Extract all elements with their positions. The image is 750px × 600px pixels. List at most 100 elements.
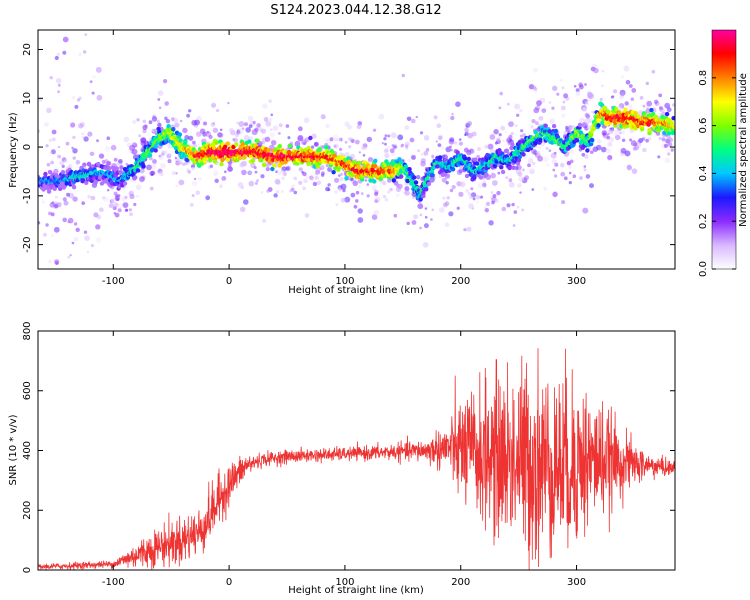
spectrogram-cell: [112, 206, 117, 211]
spectrogram-cell: [667, 152, 671, 156]
spectrogram-cell: [94, 279, 98, 283]
spectrogram-cell: [182, 127, 188, 134]
spectrogram-cell: [213, 170, 219, 177]
spectrogram-cell: [48, 259, 52, 264]
spectrogram-cell: [463, 228, 467, 232]
spectrogram-cell: [209, 164, 214, 168]
x-tick-label: 100: [335, 577, 354, 588]
spectrogram-cell: [340, 197, 346, 203]
spectrogram-cell: [161, 150, 166, 155]
spectrogram-cell: [415, 115, 418, 119]
spectrogram-cell: [83, 50, 87, 54]
spectrogram-cell: [560, 162, 565, 168]
spectrogram-cell: [59, 160, 65, 166]
spectrogram-cell: [149, 186, 154, 191]
spectrogram-cell: [358, 151, 361, 154]
spectrogram-cell: [419, 131, 424, 135]
spectrogram-cell: [164, 116, 168, 121]
spectrogram-cell: [351, 158, 355, 161]
spectrogram-cell: [563, 176, 568, 181]
spectrogram-cell: [43, 171, 48, 177]
spectrogram-cell: [551, 106, 555, 110]
spectrogram-cell: [64, 181, 69, 186]
spectrogram-cell: [236, 130, 241, 135]
x-tick-label: 300: [567, 276, 586, 287]
colorbar-tick-label: 0.8: [698, 70, 709, 86]
spectrogram-cell: [135, 184, 142, 190]
spectrogram-cell: [248, 124, 253, 128]
spectrogram-cell: [205, 195, 211, 201]
spectrogram-cell: [285, 124, 290, 128]
spectrogram-cell: [59, 181, 65, 186]
spectrogram-cell: [54, 195, 59, 199]
spectrogram-cell: [441, 177, 447, 183]
spectrogram-cell: [247, 115, 254, 122]
spectrogram-cell: [104, 145, 111, 152]
spectrogram-cell: [401, 143, 404, 147]
spectrogram-cell: [297, 136, 303, 142]
spectrogram-cell: [241, 169, 247, 176]
spectrogram-cell: [382, 194, 387, 199]
spectrogram-cell: [519, 191, 522, 194]
colorbar-gradient: [711, 29, 737, 270]
spectrogram-cell: [214, 178, 219, 183]
spectrogram-cell: [553, 174, 558, 178]
spectrogram-cell: [348, 145, 352, 149]
spectrogram-cell: [589, 183, 594, 189]
spectrogram-cell: [535, 121, 539, 126]
spectrogram-cell: [384, 134, 388, 138]
spectrogram-cell: [475, 200, 479, 204]
spectrogram-cell: [666, 131, 672, 136]
spectrogram-cell: [191, 194, 195, 197]
spectrogram-cell: [315, 164, 320, 169]
spectrogram-cell: [66, 192, 71, 197]
spectrogram-cell: [431, 208, 435, 212]
spectrogram-cell: [152, 159, 157, 164]
spectrogram-cell: [357, 208, 363, 214]
spectrogram-cell: [664, 102, 671, 109]
spectrogram-cell: [214, 140, 219, 145]
spectrogram-cell: [114, 212, 120, 218]
spectrogram-cell: [550, 152, 557, 159]
spectrogram-cell: [141, 164, 146, 169]
spectrogram-cell: [325, 123, 330, 129]
spectrogram-cell: [147, 153, 153, 158]
spectrogram-cell: [259, 158, 264, 163]
spectrogram-cell: [470, 187, 474, 191]
spectrogram-cell: [128, 208, 132, 212]
spectrogram-cell: [513, 210, 518, 214]
spectrogram-cell: [136, 118, 140, 122]
spectrogram-cell: [661, 124, 666, 129]
spectrogram-cell: [404, 186, 410, 192]
spectrogram-cell: [48, 138, 53, 143]
spectrogram-cell: [492, 180, 498, 186]
spectrogram-cell: [658, 137, 662, 140]
spectrogram-cell: [538, 146, 541, 150]
spectrogram-cell: [577, 122, 583, 128]
spectrogram-cell: [247, 139, 252, 144]
spectrogram-cell: [304, 213, 310, 218]
spectrogram-cell: [355, 190, 360, 195]
spectrogram-cell: [248, 136, 254, 141]
x-tick-label: 0: [226, 276, 232, 287]
spectrogram-cell: [274, 178, 281, 185]
spectrogram-cell: [530, 125, 534, 129]
spectrogram-cell: [67, 255, 71, 259]
x-tick-label: 200: [451, 276, 470, 287]
spectrogram-cell: [290, 141, 293, 145]
spectrogram-cell: [590, 110, 595, 114]
colorbar-tick-label: 0.6: [698, 118, 709, 134]
y-tick-label: 0: [22, 144, 33, 150]
spectrogram-cell: [211, 145, 217, 150]
spectrogram-cell: [272, 125, 279, 131]
spectrogram-cell: [258, 127, 263, 132]
spectrogram-cell: [333, 144, 337, 148]
colorbar-tick-label: 0.0: [698, 261, 709, 277]
spectrogram-cell: [175, 172, 178, 175]
spectrogram-cell: [466, 226, 472, 232]
spectrogram-cell: [309, 175, 315, 181]
spectrogram-cell: [521, 152, 526, 157]
spectrogram-cell: [327, 188, 331, 192]
spectrogram-cell: [497, 171, 501, 175]
